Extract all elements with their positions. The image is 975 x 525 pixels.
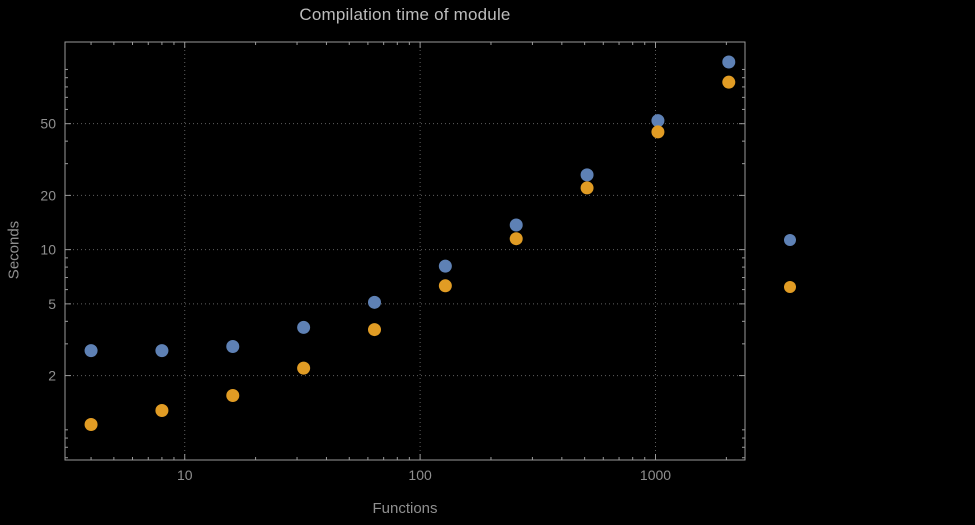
- x-tick-label: 100: [408, 467, 432, 483]
- y-tick-label: 2: [48, 368, 56, 384]
- data-point-series-2: [367, 323, 381, 337]
- y-tick-label: 50: [40, 116, 56, 132]
- data-point-series-2: [651, 125, 665, 139]
- y-tick-label: 20: [40, 187, 56, 203]
- data-point-series-2: [580, 181, 594, 195]
- data-point-series-2: [297, 361, 311, 375]
- data-point-series-1: [722, 55, 736, 69]
- plot-frame: [64, 41, 746, 461]
- y-tick-label: 5: [48, 296, 56, 312]
- data-point-series-1: [509, 218, 523, 232]
- data-point-series-1: [367, 295, 381, 309]
- data-point-series-2: [155, 404, 169, 418]
- chart-title: Compilation time of module: [299, 5, 511, 24]
- legend-marker-series-1: [784, 234, 796, 246]
- data-point-series-1: [297, 320, 311, 334]
- data-point-series-2: [84, 418, 98, 432]
- data-point-series-2: [226, 389, 240, 403]
- data-point-series-1: [155, 344, 169, 358]
- data-point-series-1: [84, 344, 98, 358]
- data-point-series-1: [651, 114, 665, 128]
- data-point-series-1: [226, 340, 240, 354]
- x-tick-label: 1000: [640, 467, 671, 483]
- data-point-series-1: [580, 168, 594, 182]
- y-tick-label: 10: [40, 242, 56, 258]
- x-tick-label: 10: [177, 467, 193, 483]
- legend-marker-series-2: [784, 281, 796, 293]
- x-axis-label: Functions: [372, 500, 438, 517]
- data-point-series-2: [722, 75, 736, 89]
- data-point-series-2: [509, 232, 523, 246]
- data-point-series-2: [438, 279, 452, 293]
- data-point-series-1: [438, 259, 452, 273]
